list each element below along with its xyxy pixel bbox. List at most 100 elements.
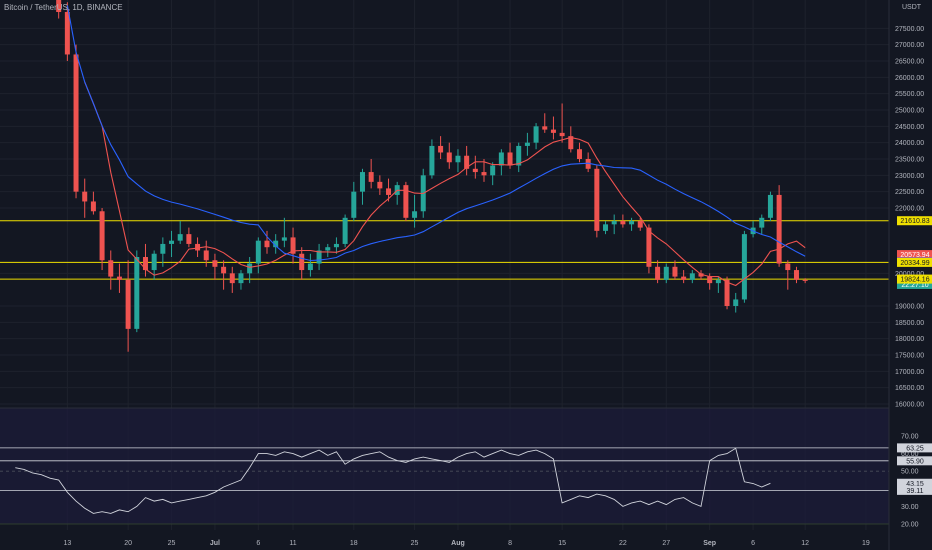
candle[interactable]: [767, 191, 773, 222]
candle[interactable]: [160, 237, 166, 267]
candle[interactable]: [585, 152, 591, 173]
candle[interactable]: [316, 243, 322, 271]
time-tick-label: 12: [801, 540, 809, 547]
candle[interactable]: [438, 136, 444, 159]
candle[interactable]: [325, 243, 331, 257]
candle[interactable]: [533, 123, 539, 150]
candle[interactable]: [351, 181, 357, 222]
candle[interactable]: [125, 260, 131, 352]
candle[interactable]: [524, 132, 530, 156]
candle[interactable]: [481, 159, 487, 182]
candle[interactable]: [342, 214, 348, 248]
candle[interactable]: [759, 214, 765, 235]
price-axis[interactable]: 27500.00 27000.00 26500.00 26000.00 25500.00…: [895, 26, 924, 409]
candle[interactable]: [73, 44, 79, 199]
candle[interactable]: [681, 270, 687, 284]
rsi-tag-bg: [897, 485, 932, 495]
candle[interactable]: [221, 260, 227, 290]
candle[interactable]: [281, 217, 287, 248]
candle-body: [247, 263, 253, 274]
candle[interactable]: [142, 243, 148, 277]
candle[interactable]: [776, 185, 782, 267]
price-tick-label: 16000.00: [895, 402, 924, 409]
candle[interactable]: [620, 214, 626, 228]
candle[interactable]: [359, 168, 365, 205]
time-axis[interactable]: 13 20 25 Jul 6 11 18 25 Aug 8 15 22 27 Sep 6 12 19: [63, 540, 869, 547]
candle[interactable]: [498, 149, 504, 176]
candle-body: [802, 279, 808, 281]
candle[interactable]: [333, 237, 339, 254]
candle[interactable]: [793, 266, 799, 284]
candle[interactable]: [472, 155, 478, 179]
candle[interactable]: [212, 253, 218, 280]
candle[interactable]: [134, 250, 140, 333]
candle[interactable]: [299, 247, 305, 280]
symbol-title[interactable]: Bitcoin / TetherUS, 1D, BINANCE: [4, 3, 123, 12]
candle[interactable]: [455, 149, 461, 173]
candle[interactable]: [637, 217, 643, 231]
candle[interactable]: [507, 142, 513, 169]
candle[interactable]: [663, 263, 669, 284]
candle[interactable]: [576, 142, 582, 163]
candle[interactable]: [550, 116, 556, 140]
candle[interactable]: [238, 270, 244, 290]
price-tag-bg: [897, 274, 932, 284]
rsi-tag: 43.15: [897, 478, 932, 488]
candlestick-series[interactable]: [48, 0, 808, 352]
candle[interactable]: [116, 263, 122, 293]
ma-fast-line: [84, 81, 806, 287]
candle[interactable]: [290, 227, 296, 264]
candle-body: [342, 217, 348, 244]
candle[interactable]: [715, 276, 721, 293]
candle[interactable]: [255, 237, 261, 274]
candle[interactable]: [689, 270, 695, 284]
candle[interactable]: [568, 126, 574, 153]
candle[interactable]: [516, 142, 522, 173]
candle[interactable]: [603, 221, 609, 235]
candle[interactable]: [741, 230, 747, 303]
candle[interactable]: [698, 270, 704, 280]
candle[interactable]: [64, 2, 70, 61]
candle[interactable]: [464, 145, 470, 176]
candle[interactable]: [368, 159, 374, 189]
candle[interactable]: [203, 240, 209, 267]
candle[interactable]: [412, 194, 418, 228]
candle[interactable]: [56, 0, 62, 19]
candle[interactable]: [307, 253, 313, 277]
candle[interactable]: [429, 139, 435, 179]
candle[interactable]: [594, 165, 600, 238]
candle[interactable]: [186, 227, 192, 248]
candle[interactable]: [195, 237, 201, 257]
candle[interactable]: [99, 208, 105, 271]
candle[interactable]: [655, 260, 661, 284]
candle[interactable]: [611, 214, 617, 235]
candle[interactable]: [108, 250, 114, 290]
candle[interactable]: [490, 162, 496, 186]
candle[interactable]: [264, 230, 270, 254]
candle[interactable]: [542, 113, 548, 133]
candle[interactable]: [733, 292, 739, 313]
candle[interactable]: [672, 260, 678, 280]
candle[interactable]: [169, 230, 175, 257]
candle[interactable]: [446, 142, 452, 169]
candle[interactable]: [386, 178, 392, 202]
candle-body: [707, 276, 713, 284]
price-tick-label: 18500.00: [895, 320, 924, 327]
rsi-tag-text: 55.90: [906, 458, 924, 465]
candle[interactable]: [802, 278, 808, 284]
candle-body: [195, 243, 201, 251]
candle[interactable]: [403, 181, 409, 222]
candle[interactable]: [785, 260, 791, 290]
candle[interactable]: [646, 224, 652, 274]
candle[interactable]: [273, 234, 279, 254]
candle[interactable]: [82, 178, 88, 218]
candle[interactable]: [247, 257, 253, 284]
candle-body: [64, 12, 70, 55]
candle[interactable]: [629, 217, 635, 231]
candle[interactable]: [559, 103, 565, 143]
candle[interactable]: [377, 175, 383, 195]
candle[interactable]: [177, 221, 183, 244]
candle[interactable]: [229, 266, 235, 293]
candle[interactable]: [90, 191, 96, 215]
